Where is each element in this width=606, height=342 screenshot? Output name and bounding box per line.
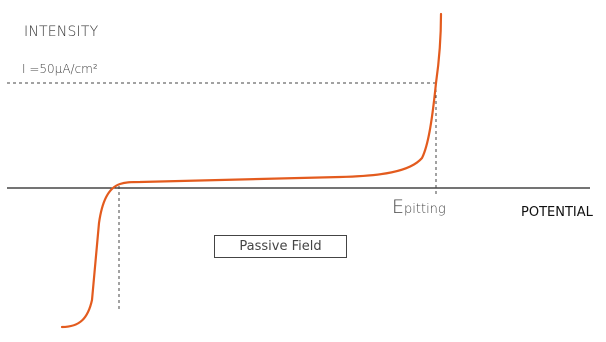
pitting-potential-label: Epitting (392, 196, 446, 218)
polarization-curve (60, 12, 443, 329)
pitting-potential-symbol: E (392, 196, 405, 218)
y-axis-label: INTENSITY (24, 24, 99, 40)
pitting-potential-subscript: pitting (404, 202, 446, 217)
threshold-label: I =50μA/cm² (22, 62, 98, 76)
passive-field-box: Passive Field (214, 235, 347, 258)
x-axis-label: POTENTIAL (521, 205, 593, 220)
